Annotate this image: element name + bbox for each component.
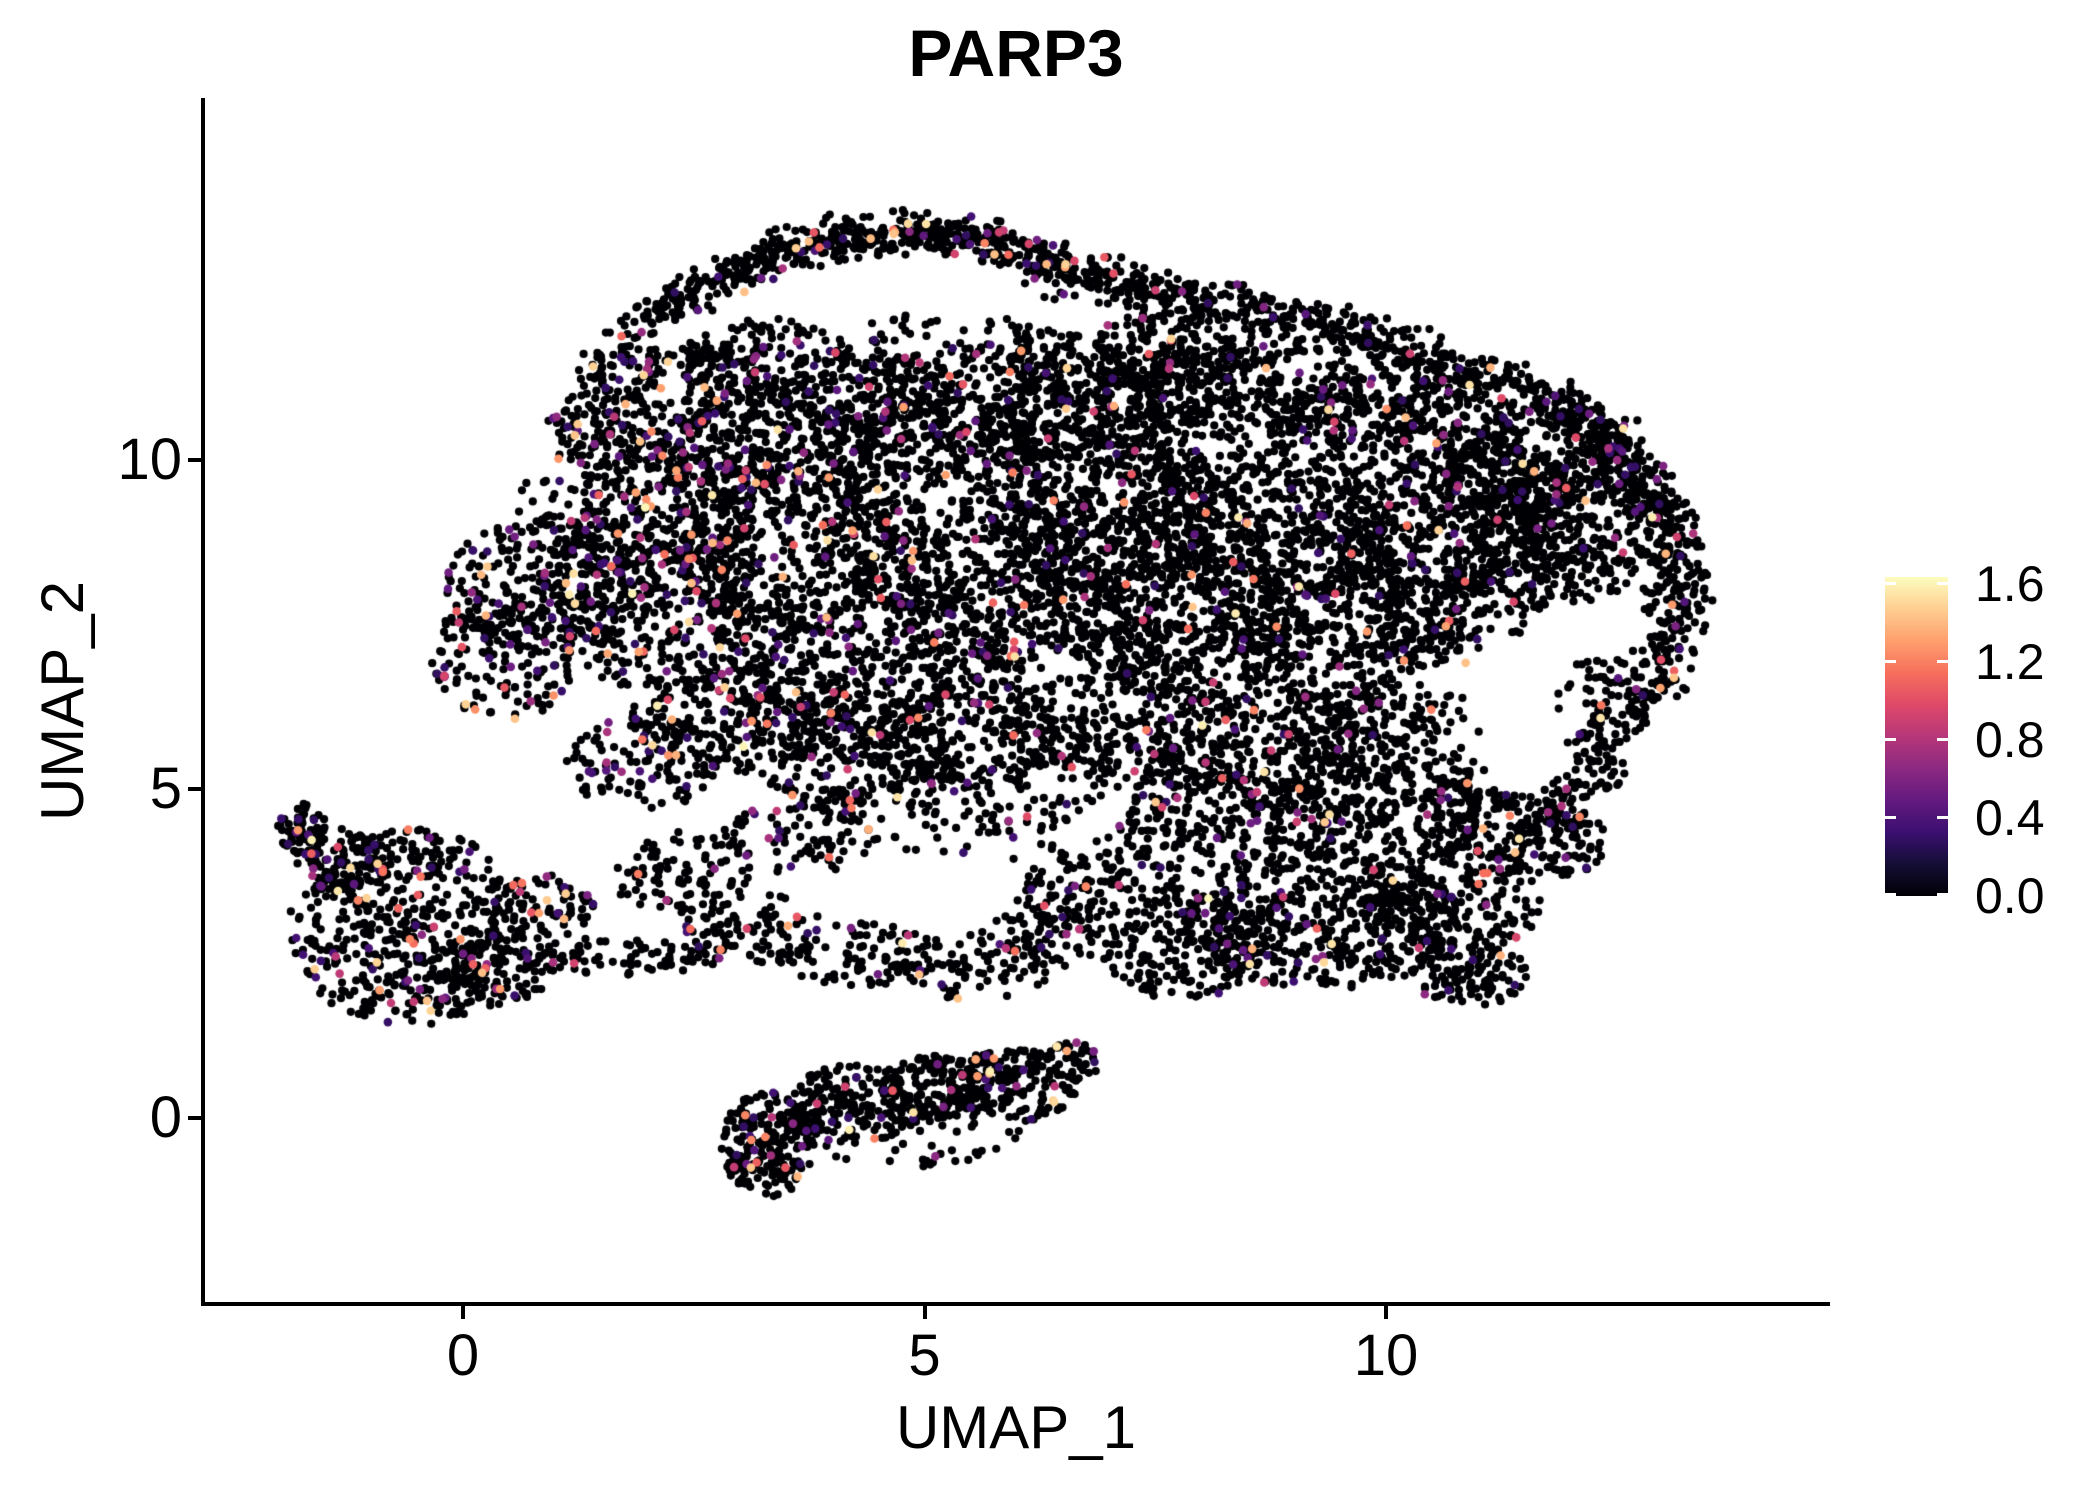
y-axis-line <box>201 98 205 1306</box>
x-axis-label: UMAP_1 <box>895 1394 1137 1461</box>
x-tick-mark <box>461 1306 465 1319</box>
y-tick-label: 0 <box>149 1085 182 1150</box>
colorbar-tick-label: 1.6 <box>1975 555 2045 612</box>
colorbar-notch-left <box>1885 738 1896 742</box>
x-tick-label: 10 <box>1353 1323 1419 1388</box>
colorbar-notch-left <box>1885 660 1896 664</box>
colorbar-notch-left <box>1885 893 1896 896</box>
colorbar-tick-label: 1.2 <box>1975 633 2045 690</box>
colorbar-notch-right <box>1937 893 1948 896</box>
colorbar-tick-label: 0.0 <box>1975 868 2045 924</box>
y-axis-label: UMAP_2 <box>29 580 96 822</box>
plot-title: PARP3 <box>908 16 1124 90</box>
colorbar-notch-left <box>1885 582 1896 586</box>
colorbar-tick-label: 0.4 <box>1975 789 2045 846</box>
colorbar-notch-right <box>1937 660 1948 664</box>
x-tick-label: 0 <box>446 1323 480 1388</box>
colorbar-tick-label: 0.8 <box>1975 711 2045 768</box>
colorbar-notch-right <box>1937 738 1948 742</box>
colorbar-notch-right <box>1937 582 1948 586</box>
x-axis-line <box>201 1302 1830 1306</box>
y-tick-mark <box>188 458 201 462</box>
y-tick-mark <box>188 787 201 791</box>
y-tick-label: 10 <box>117 427 182 492</box>
colorbar-notch-left <box>1885 816 1896 820</box>
y-tick-label: 5 <box>149 756 182 821</box>
colorbar-gradient <box>1885 577 1948 896</box>
x-tick-mark <box>922 1306 927 1319</box>
x-tick-mark <box>1384 1306 1388 1319</box>
colorbar-notch-right <box>1937 816 1948 820</box>
y-tick-mark <box>188 1116 201 1120</box>
x-tick-label: 5 <box>908 1323 941 1388</box>
